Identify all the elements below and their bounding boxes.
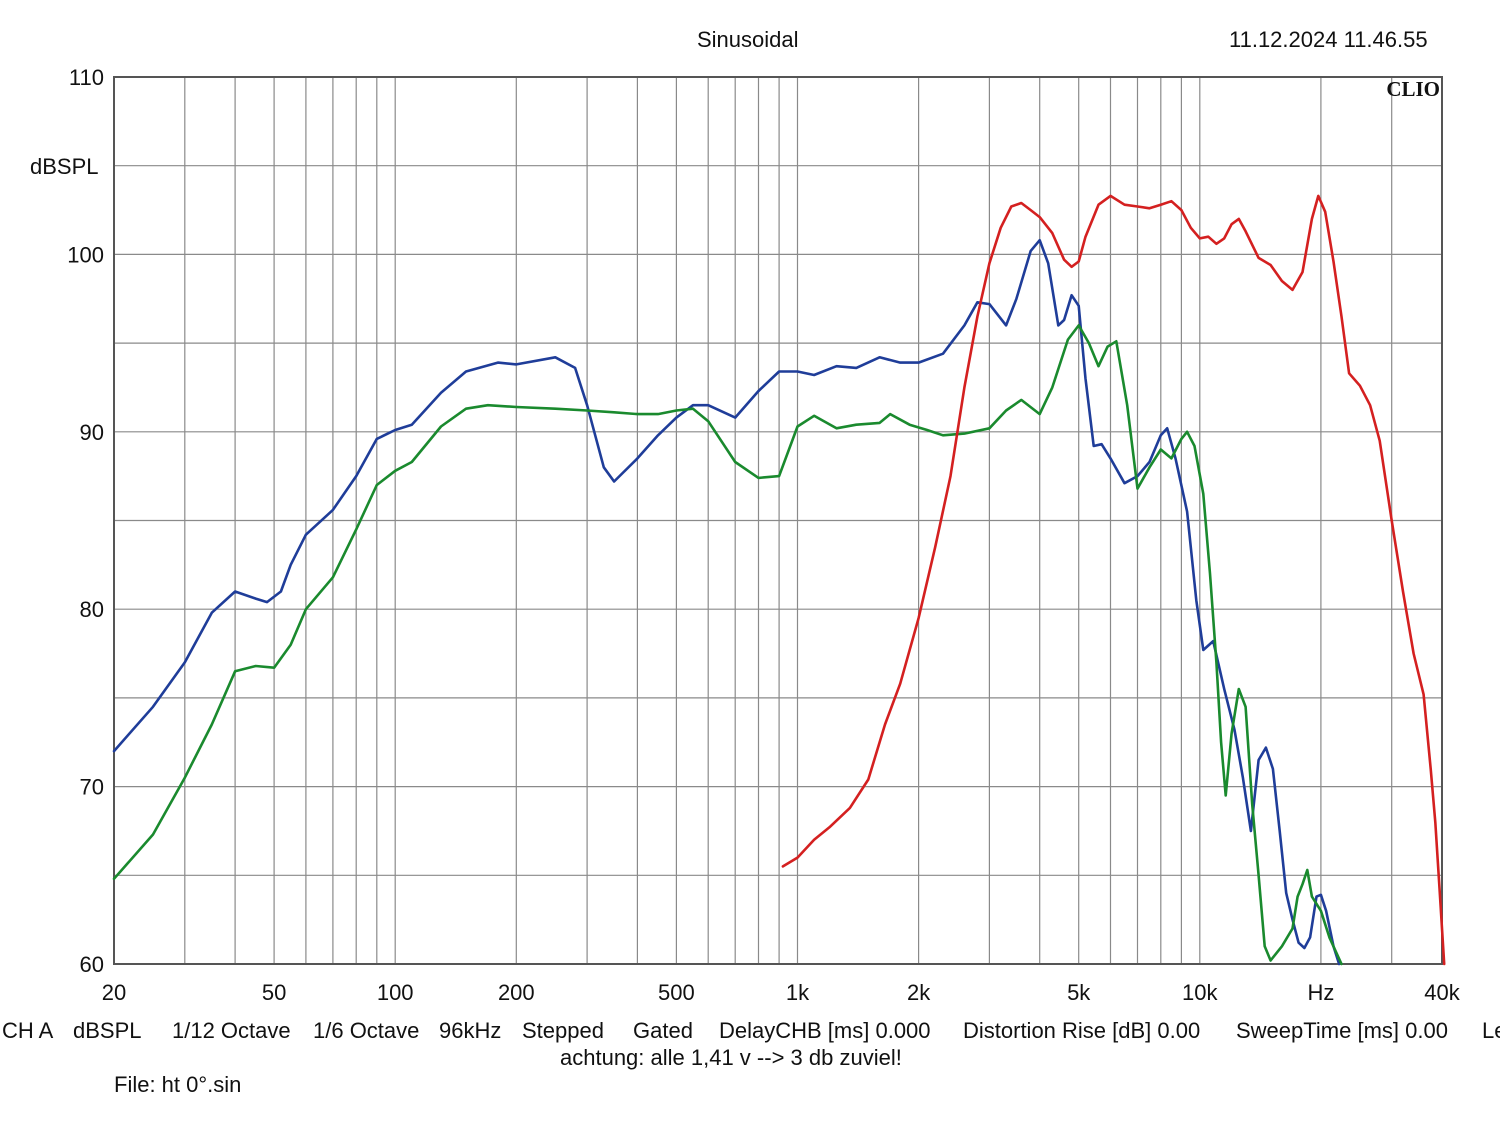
chart-title: Sinusoidal xyxy=(697,27,799,52)
x-tick-label: 2k xyxy=(907,980,931,1005)
x-tick-label: 10k xyxy=(1182,980,1218,1005)
x-tick-label: 100 xyxy=(377,980,414,1005)
clio-logo: CLIO xyxy=(1386,77,1440,101)
y-tick-label: 70 xyxy=(80,775,104,800)
y-tick-label: 110 xyxy=(69,65,104,90)
unit-label: dBSPL xyxy=(73,1018,142,1043)
plot-frame xyxy=(113,76,1443,965)
x-tick-label: 40k xyxy=(1424,980,1460,1005)
timestamp: 11.12.2024 11.46.55 xyxy=(1229,27,1428,52)
gated-label: Gated xyxy=(633,1018,693,1043)
series-layer xyxy=(112,194,1446,966)
stepped-label: Stepped xyxy=(522,1018,604,1043)
smoothing-label: 1/12 Octave xyxy=(172,1018,291,1043)
y-tick-label: 80 xyxy=(80,597,104,622)
distortion-label: Distortion Rise [dB] 0.00 xyxy=(963,1018,1201,1043)
x-tick-label: 5k xyxy=(1067,980,1091,1005)
x-tick-labels: 20 50 100 200 500 1k 2k 5k 10k Hz 40k xyxy=(102,980,1461,1005)
x-tick-label: 500 xyxy=(658,980,695,1005)
x-tick-label: 1k xyxy=(786,980,810,1005)
x-tick-label: 200 xyxy=(498,980,535,1005)
truncated-label: Le xyxy=(1482,1018,1500,1043)
x-tick-label: 50 xyxy=(262,980,286,1005)
series-line-3 xyxy=(781,194,1446,966)
y-axis-label: dBSPL xyxy=(30,154,99,179)
y-tick-label: 90 xyxy=(80,420,104,445)
y-tick-label: 60 xyxy=(80,952,104,977)
channel-label: CH A xyxy=(2,1018,54,1043)
grid-lines xyxy=(114,77,1442,964)
sweep-time-label: SweepTime [ms] 0.00 xyxy=(1236,1018,1448,1043)
series-line-1 xyxy=(112,238,1341,966)
y-tick-labels: 110 100 90 80 70 60 xyxy=(67,65,104,977)
delay-label: DelayCHB [ms] 0.000 xyxy=(719,1018,931,1043)
series-line-2 xyxy=(112,324,1343,966)
resolution-label: 1/6 Octave xyxy=(313,1018,420,1043)
file-name: File: ht 0°.sin xyxy=(114,1072,242,1097)
sample-rate-label: 96kHz xyxy=(439,1018,502,1043)
x-tick-label: 20 xyxy=(102,980,126,1005)
x-tick-label: Hz xyxy=(1307,980,1334,1005)
y-tick-label: 100 xyxy=(67,242,104,267)
note-text: achtung: alle 1,41 v --> 3 db zuviel! xyxy=(560,1045,902,1070)
